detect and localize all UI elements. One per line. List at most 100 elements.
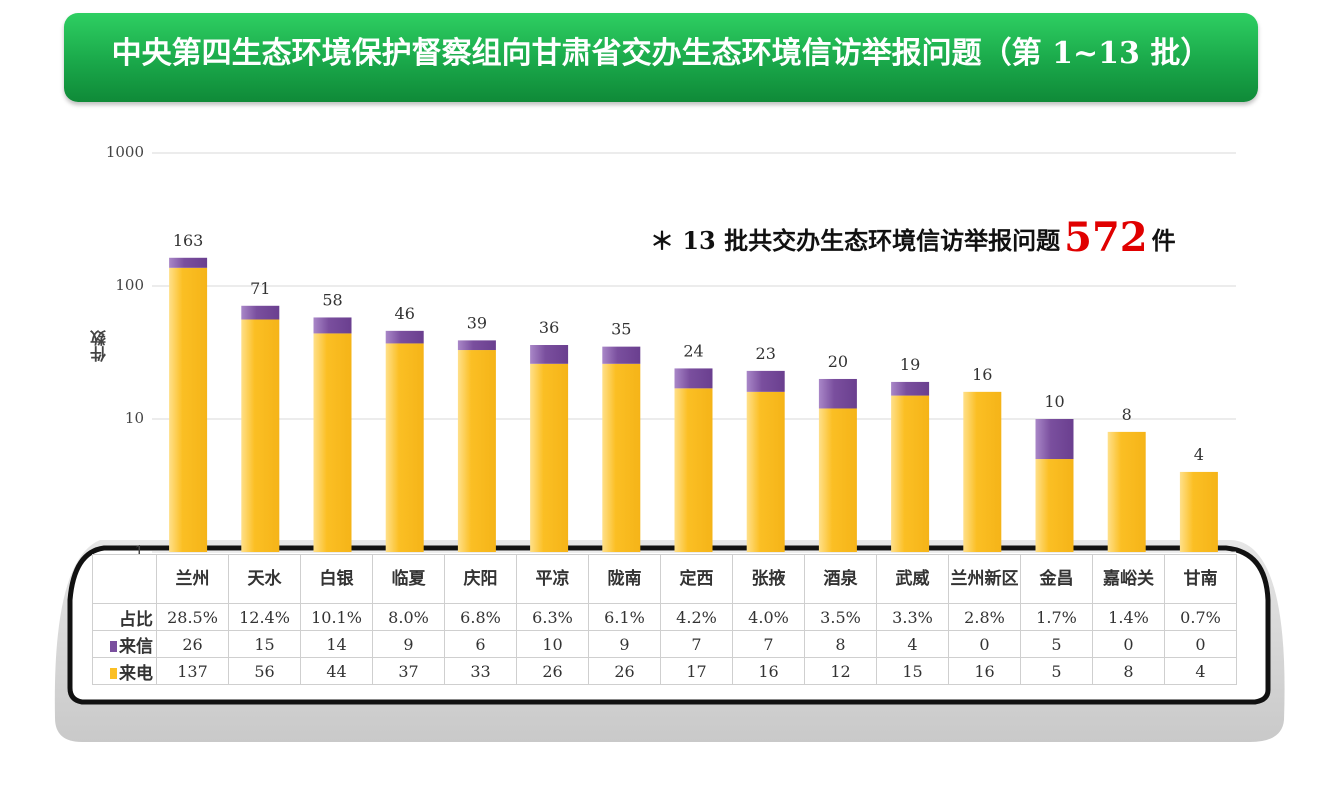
table-phone-cell: 16 [732, 657, 805, 685]
y-tick-label: 1000 [105, 143, 144, 161]
table-share-cell: 0.7% [1164, 603, 1237, 631]
table-letter-cell: 0 [1164, 630, 1237, 658]
table-share-cell: 6.3% [516, 603, 589, 631]
table-category-cell: 兰州 [156, 554, 229, 604]
table-share-cell: 4.2% [660, 603, 733, 631]
table-phone-cell: 137 [156, 657, 229, 685]
bar-phone [1035, 459, 1074, 552]
table-letter-cell: 26 [156, 630, 229, 658]
bar-letter [891, 381, 930, 396]
table-letter-cell: 15 [228, 630, 301, 658]
data-label-total: 39 [467, 313, 487, 332]
table-share-cell: 28.5% [156, 603, 229, 631]
data-label-total: 20 [828, 352, 848, 371]
table-row-share: 占比 28.5% 12.4% 10.1% 8.0% 6.8% 6.3% 6.1% 4.2% 4.… [92, 603, 1237, 631]
table-letter-cell: 10 [516, 630, 589, 658]
table-share-cell: 6.8% [444, 603, 517, 631]
table-phone-cell: 56 [228, 657, 301, 685]
table-letter-cell: 14 [300, 630, 373, 658]
bar-letter [385, 330, 424, 344]
legend-label-letter: 来信 [119, 636, 153, 657]
title-banner: 中央第四生态环境保护督察组向甘肃省交办生态环境信访举报问题（第 1~13 批） [64, 13, 1258, 102]
table-phone-cell: 15 [876, 657, 949, 685]
data-label-total: 16 [972, 365, 992, 384]
table-category-cell: 白银 [300, 554, 373, 604]
data-label-total: 24 [683, 341, 703, 360]
table-category-cell: 定西 [660, 554, 733, 604]
bar-letter [1035, 419, 1074, 460]
data-label-total: 46 [395, 304, 415, 323]
table-share-cell: 8.0% [372, 603, 445, 631]
table-letter-cell: 7 [660, 630, 733, 658]
bar-phone [313, 333, 352, 552]
bar-phone [602, 363, 641, 552]
bar-letter [818, 378, 857, 409]
chart-title: 中央第四生态环境保护督察组向甘肃省交办生态环境信访举报问题（第 1~13 批） [111, 36, 1211, 71]
data-label-total: 19 [900, 355, 920, 374]
table-phone-cell: 33 [444, 657, 517, 685]
table-phone-cell: 26 [516, 657, 589, 685]
table-category-cell: 武威 [876, 554, 949, 604]
table-corner [92, 554, 157, 604]
table-phone-cell: 4 [1164, 657, 1237, 685]
table-letter-cell: 4 [876, 630, 949, 658]
table-letter-cell: 9 [372, 630, 445, 658]
bar-phone [385, 343, 424, 552]
table-category-cell: 天水 [228, 554, 301, 604]
table-letter-cell: 5 [1020, 630, 1093, 658]
table-category-cell: 张掖 [732, 554, 805, 604]
table-category-cell: 临夏 [372, 554, 445, 604]
table-letter-cell: 6 [444, 630, 517, 658]
table-category-cell: 嘉峪关 [1092, 554, 1165, 604]
table-share-cell: 3.5% [804, 603, 877, 631]
data-label-total: 71 [250, 279, 270, 298]
table-share-cell: 1.4% [1092, 603, 1165, 631]
data-label-total: 36 [539, 318, 559, 337]
table-category-cell: 平凉 [516, 554, 589, 604]
bar-phone [674, 388, 713, 552]
table-phone-cell: 26 [588, 657, 661, 685]
legend-swatch-phone [110, 667, 117, 679]
table-letter-cell: 8 [804, 630, 877, 658]
table-phone-cell: 16 [948, 657, 1021, 685]
table-category-cell: 陇南 [588, 554, 661, 604]
table-letter-cell: 0 [948, 630, 1021, 658]
bar-letter [169, 257, 208, 268]
table-phone-cell: 12 [804, 657, 877, 685]
table-phone-cell: 44 [300, 657, 373, 685]
table-share-cell: 1.7% [1020, 603, 1093, 631]
y-tick-label: 10 [124, 409, 144, 427]
bar-phone [746, 391, 785, 552]
bar-phone [241, 319, 280, 552]
data-label-total: 35 [611, 320, 631, 339]
data-label-total: 23 [756, 344, 776, 363]
table-share-cell: 12.4% [228, 603, 301, 631]
data-table: 兰州 天水 白银 临夏 庆阳 平凉 陇南 定西 张掖 酒泉 武威 兰州新区 金昌 嘉峪关 甘南 占比 28.… [92, 554, 1237, 685]
table-row-phone: 来电 137 56 44 37 33 26 26 17 16 12 15 16 5 8 4 [92, 657, 1237, 685]
bar-letter [530, 345, 569, 364]
table-share-cell: 4.0% [732, 603, 805, 631]
bar-letter [602, 346, 641, 364]
table-phone-cell: 17 [660, 657, 733, 685]
row-label-letter: 来信 [92, 630, 157, 658]
bar-phone [891, 395, 930, 552]
table-letter-cell: 7 [732, 630, 805, 658]
table-phone-cell: 8 [1092, 657, 1165, 685]
data-label-total: 8 [1122, 405, 1132, 424]
table-category-cell: 庆阳 [444, 554, 517, 604]
legend-label-phone: 来电 [119, 663, 153, 684]
y-tick-label: 1 [134, 542, 144, 560]
data-label-total: 163 [173, 231, 204, 250]
table-share-cell: 2.8% [948, 603, 1021, 631]
bar-letter [457, 340, 496, 351]
bar-letter [746, 370, 785, 392]
bar-phone [818, 408, 857, 552]
bar-phone [530, 363, 569, 552]
table-phone-cell: 37 [372, 657, 445, 685]
data-label-total: 58 [322, 290, 342, 309]
bar-letter [313, 317, 352, 334]
total-count: 572 [1064, 214, 1148, 261]
bar-phone [1179, 471, 1218, 552]
total-note: ＊ 13 批共交办生态环境信访举报问题 572 件 [650, 213, 1176, 263]
y-axis-label: 件数 [90, 330, 109, 362]
